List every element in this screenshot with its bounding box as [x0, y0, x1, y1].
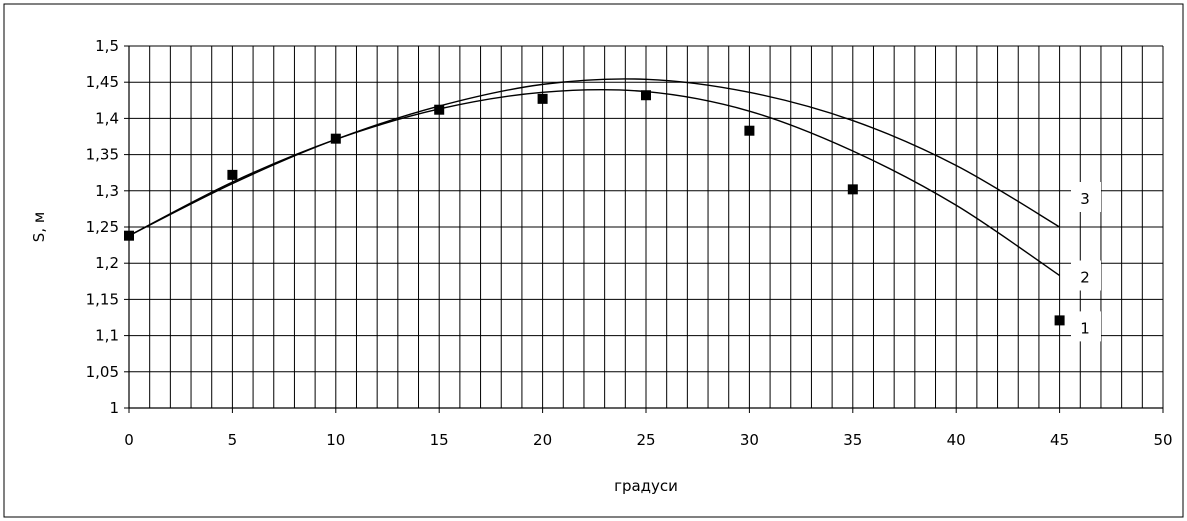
data-point	[641, 90, 651, 101]
tick-labels: 0 5 10 15 20 25 30 35 40 45 50 1 1,05 1,1 1,15 1,2 1,25 1…	[86, 37, 1173, 449]
series-label-2: 2	[1080, 269, 1090, 287]
grid	[129, 45, 1164, 408]
x-tick-label: 40	[947, 431, 966, 449]
x-tick-label: 30	[740, 431, 759, 449]
y-tick-label: 1,25	[86, 218, 119, 236]
x-tick-label: 50	[1153, 431, 1172, 449]
series-label-3: 3	[1080, 190, 1090, 208]
y-tick-label: 1,1	[95, 327, 119, 345]
series-line-2	[128, 88, 1060, 277]
data-point	[744, 125, 755, 136]
y-axis-label: S, м	[30, 212, 48, 242]
series-labels: 1 2 3	[1071, 182, 1101, 342]
data-point	[537, 93, 548, 104]
y-tick-label: 1,45	[86, 73, 119, 91]
series-label-bg	[1071, 182, 1101, 212]
x-tick-label: 20	[533, 431, 552, 449]
y-tick-label: 1,5	[95, 37, 119, 55]
y-tick-label: 1,2	[95, 254, 119, 272]
series-label-bg	[1071, 311, 1101, 342]
y-tick-label: 1,35	[86, 146, 119, 164]
y-tick-label: 1,3	[95, 182, 119, 200]
x-tick-label: 0	[124, 431, 134, 449]
y-tick-label: 1	[109, 399, 119, 417]
x-tick-label: 25	[636, 431, 655, 449]
x-axis-label: градуси	[614, 477, 678, 495]
data-point	[227, 169, 238, 180]
series-line-3	[128, 78, 1060, 237]
y-tick-label: 1,15	[86, 290, 119, 308]
x-tick-label: 45	[1050, 431, 1069, 449]
x-tick-label: 10	[326, 431, 345, 449]
axes	[124, 45, 1164, 413]
y-tick-label: 1,4	[95, 109, 119, 127]
chart-border	[3, 3, 1184, 518]
series-label-1: 1	[1080, 319, 1090, 337]
x-tick-label: 5	[228, 431, 238, 449]
data-point	[1054, 315, 1065, 326]
series-group	[124, 78, 1065, 326]
x-tick-label: 35	[843, 431, 862, 449]
y-tick-label: 1,05	[86, 363, 119, 381]
data-point	[434, 104, 445, 115]
series-label-bg	[1071, 260, 1101, 291]
x-tick-label: 15	[430, 431, 449, 449]
data-point	[847, 184, 858, 195]
